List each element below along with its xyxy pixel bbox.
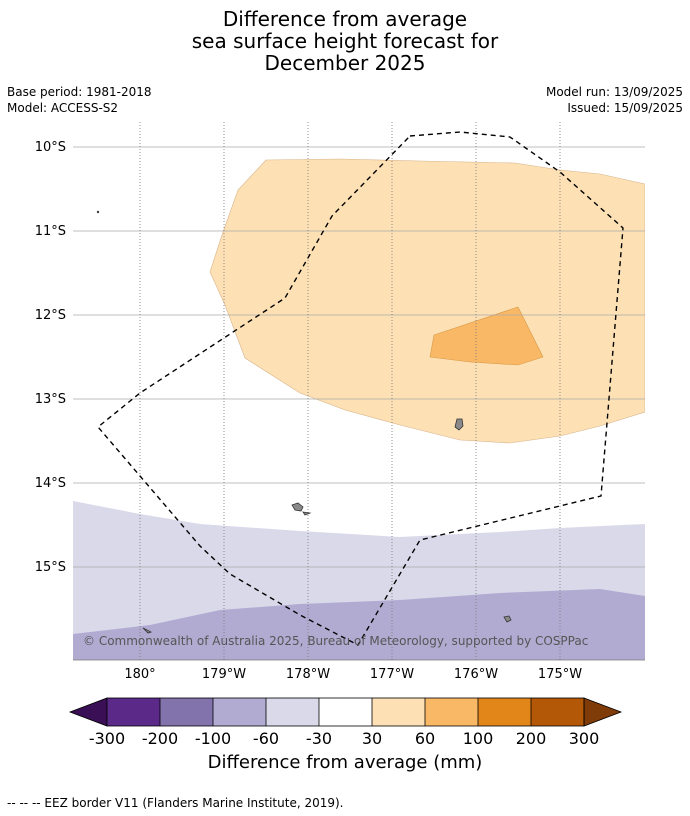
base-period: Base period: 1981-2018 xyxy=(7,85,152,99)
map-plot-area: © Commonwealth of Australia 2025, Bureau… xyxy=(73,122,645,660)
colorbar-tick-label: -30 xyxy=(306,729,332,748)
lon-label: 178°W xyxy=(286,667,330,682)
island-4 xyxy=(503,615,512,623)
colorbar-ticks: -300 -200 -100 -60 -30 30 60 100 200 300 xyxy=(89,729,599,748)
model-name: Model: ACCESS-S2 xyxy=(7,101,119,115)
model-run: Model run: 13/09/2025 xyxy=(545,85,683,99)
colorbar-segment xyxy=(478,698,531,726)
colorbar-extend-high xyxy=(583,697,623,727)
colorbar-segment xyxy=(266,698,319,726)
title-line-3: December 2025 xyxy=(264,51,426,75)
colorbar-tick-label: 60 xyxy=(415,729,435,748)
colorbar-tick-label: 200 xyxy=(516,729,547,748)
colorbar-tick-label: -100 xyxy=(195,729,231,748)
lon-label: 177°W xyxy=(370,667,414,682)
colorbar-segment xyxy=(531,698,584,726)
contour-30-60 xyxy=(209,158,645,444)
lon-label: 175°W xyxy=(538,667,582,682)
lat-label: 14°S xyxy=(35,476,66,491)
colorbar-tick-label: 300 xyxy=(569,729,600,748)
colorbar-segment xyxy=(107,698,160,726)
lat-label: 12°S xyxy=(35,308,66,323)
colorbar-segment xyxy=(319,698,372,726)
lat-label: 11°S xyxy=(35,224,66,239)
colorbar-tick-label: -60 xyxy=(253,729,279,748)
colorbar-tick-label: 30 xyxy=(362,729,382,748)
lat-gridlines xyxy=(73,146,645,568)
chart-title: Difference from average sea surface heig… xyxy=(0,8,690,74)
colorbar-segment xyxy=(213,698,266,726)
lon-label: 179°W xyxy=(202,667,246,682)
title-line-1: Difference from average xyxy=(222,7,468,31)
lat-labels: 10°S 11°S 12°S 13°S 14°S 15°S xyxy=(35,140,66,575)
copyright-text: © Commonwealth of Australia 2025, Bureau… xyxy=(83,634,588,648)
colorbar-tick-label: -200 xyxy=(142,729,178,748)
colorbar-segment xyxy=(372,698,425,726)
lat-label: 15°S xyxy=(35,560,66,575)
colorbar: -300 -200 -100 -60 -30 30 60 100 200 300 xyxy=(68,697,623,748)
issued-date: Issued: 15/09/2025 xyxy=(567,101,683,115)
island-6 xyxy=(96,210,100,214)
meta-left: Base period: 1981-2018 Model: ACCESS-S2 xyxy=(7,84,152,116)
lon-label: 180° xyxy=(124,667,155,682)
colorbar-title: Difference from average (mm) xyxy=(207,752,483,773)
colorbar-segment xyxy=(160,698,213,726)
island-3 xyxy=(302,511,312,516)
islands xyxy=(96,210,512,634)
island-5 xyxy=(142,627,153,634)
lon-label: 176°W xyxy=(454,667,498,682)
colorbar-extend-low xyxy=(68,697,108,727)
footnote: -- -- -- EEZ border V11 (Flanders Marine… xyxy=(7,796,344,810)
lat-label: 10°S xyxy=(35,140,66,155)
title-line-2: sea surface height forecast for xyxy=(191,29,499,53)
colorbar-segment xyxy=(425,698,478,726)
lon-labels: 180° 179°W 178°W 177°W 176°W 175°W xyxy=(124,667,582,682)
contour-60-100 xyxy=(429,306,544,366)
lat-label: 13°S xyxy=(35,392,66,407)
meta-right: Model run: 13/09/2025 Issued: 15/09/2025 xyxy=(546,84,683,116)
contour-neg60-neg100 xyxy=(73,589,645,660)
colorbar-tick-label: 100 xyxy=(463,729,494,748)
eez-border xyxy=(96,131,624,646)
island-1 xyxy=(454,418,464,431)
island-2 xyxy=(291,502,304,512)
colorbar-tick-label: -300 xyxy=(89,729,125,748)
